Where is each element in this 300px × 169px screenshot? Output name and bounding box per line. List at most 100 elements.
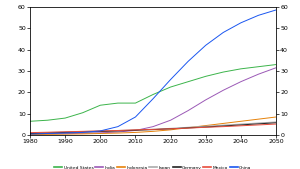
Line: Germany: Germany	[30, 123, 276, 134]
United States	[221, 71, 225, 73]
United States	[81, 112, 85, 114]
Mexico	[221, 126, 225, 128]
China	[81, 131, 85, 134]
China	[63, 132, 67, 134]
China	[274, 9, 278, 11]
India	[151, 126, 155, 128]
Mexico	[256, 124, 260, 126]
United States	[98, 104, 102, 106]
China	[256, 14, 260, 16]
Indonesia	[256, 118, 260, 120]
United States	[256, 66, 260, 68]
Germany	[28, 132, 32, 135]
China	[134, 116, 137, 118]
China	[46, 132, 50, 135]
Japan	[63, 131, 67, 133]
Indonesia	[98, 132, 102, 135]
Mexico	[151, 128, 155, 130]
Indonesia	[28, 134, 32, 136]
Indonesia	[186, 127, 190, 129]
United States	[274, 64, 278, 66]
China	[28, 133, 32, 135]
United States	[116, 102, 120, 104]
Germany	[151, 129, 155, 131]
Japan	[134, 129, 137, 131]
Germany	[134, 129, 137, 131]
Mexico	[28, 132, 32, 134]
Germany	[46, 132, 50, 134]
Mexico	[204, 126, 208, 128]
China	[98, 130, 102, 132]
Japan	[98, 130, 102, 132]
India	[169, 119, 172, 121]
Indonesia	[221, 122, 225, 124]
Mexico	[81, 130, 85, 132]
China	[204, 44, 208, 46]
United States	[28, 120, 32, 122]
Germany	[186, 127, 190, 129]
Germany	[63, 131, 67, 134]
Germany	[256, 123, 260, 125]
United States	[46, 119, 50, 121]
Japan	[274, 121, 278, 123]
Line: Indonesia: Indonesia	[30, 117, 276, 135]
China	[186, 60, 190, 62]
Japan	[151, 128, 155, 130]
China	[151, 98, 155, 100]
Mexico	[274, 123, 278, 125]
India	[98, 132, 102, 134]
India	[46, 133, 50, 135]
Mexico	[134, 129, 137, 131]
India	[274, 67, 278, 69]
Mexico	[63, 131, 67, 133]
Japan	[239, 123, 243, 125]
Indonesia	[151, 130, 155, 132]
United States	[134, 102, 137, 104]
Japan	[256, 122, 260, 124]
India	[186, 110, 190, 112]
Germany	[98, 130, 102, 132]
Germany	[239, 124, 243, 126]
Germany	[169, 128, 172, 130]
Japan	[186, 126, 190, 128]
Line: Mexico: Mexico	[30, 124, 276, 133]
Indonesia	[274, 116, 278, 118]
India	[239, 81, 243, 83]
Indonesia	[239, 120, 243, 122]
United States	[204, 75, 208, 77]
Japan	[221, 124, 225, 126]
India	[256, 73, 260, 75]
Legend: United States, India, Indonesia, Japan, Germany, Mexico, China: United States, India, Indonesia, Japan, …	[54, 166, 252, 169]
Germany	[81, 131, 85, 133]
Mexico	[169, 128, 172, 130]
Japan	[204, 125, 208, 127]
China	[221, 31, 225, 33]
Line: India: India	[30, 68, 276, 134]
Germany	[274, 122, 278, 124]
China	[169, 79, 172, 81]
Mexico	[46, 131, 50, 133]
Indonesia	[63, 133, 67, 135]
Indonesia	[204, 125, 208, 127]
Indonesia	[169, 129, 172, 131]
India	[116, 131, 120, 133]
Germany	[116, 130, 120, 132]
Indonesia	[46, 133, 50, 135]
Germany	[204, 126, 208, 128]
Line: China: China	[30, 10, 276, 134]
China	[116, 126, 120, 128]
India	[63, 133, 67, 135]
United States	[169, 86, 172, 88]
Indonesia	[116, 132, 120, 134]
India	[81, 132, 85, 134]
Mexico	[186, 127, 190, 129]
Japan	[81, 130, 85, 132]
India	[221, 89, 225, 91]
China	[239, 22, 243, 24]
Indonesia	[134, 131, 137, 134]
United States	[186, 81, 190, 83]
Indonesia	[81, 133, 85, 135]
India	[28, 133, 32, 135]
Japan	[28, 132, 32, 134]
Mexico	[116, 129, 120, 131]
